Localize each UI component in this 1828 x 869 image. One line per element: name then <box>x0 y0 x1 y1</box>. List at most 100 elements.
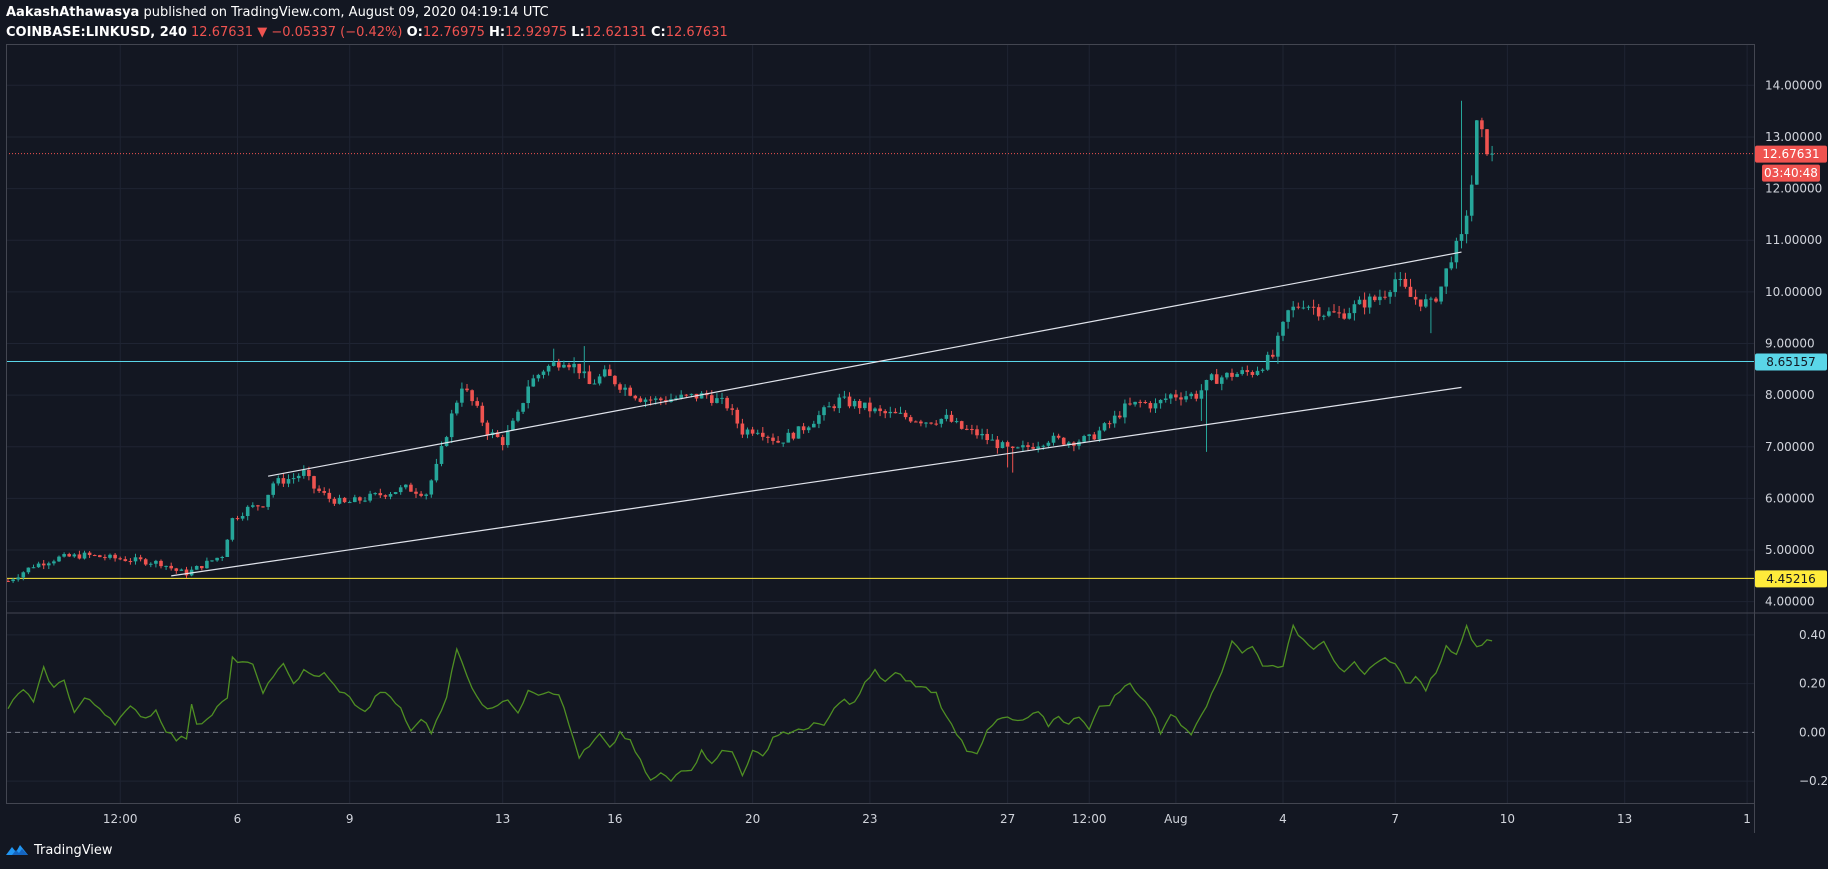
candle <box>1046 440 1051 449</box>
tradingview-logo-icon[interactable] <box>6 843 28 857</box>
candle-body <box>857 400 862 409</box>
candle-body <box>1158 399 1163 404</box>
candle <box>1337 305 1341 319</box>
lower-channel[interactable] <box>171 386 1462 577</box>
upper-channel[interactable] <box>267 251 1462 477</box>
symbol-label[interactable]: COINBASE:LINKUSD, 240 <box>6 25 187 40</box>
candle <box>613 375 617 387</box>
candle <box>898 406 903 414</box>
candle-body <box>179 569 184 571</box>
candle-body <box>582 371 587 374</box>
candle <box>393 491 398 495</box>
candle-body <box>123 559 128 562</box>
candle <box>812 420 816 428</box>
candle-body <box>169 565 173 569</box>
candle-body <box>1490 153 1494 155</box>
candle-body <box>1230 372 1234 377</box>
candle-body <box>87 552 92 556</box>
candle <box>1418 299 1423 312</box>
last-price-tag-label: 12.67631 <box>1762 147 1819 161</box>
candle-body <box>419 493 423 496</box>
candle-body <box>108 554 112 558</box>
candle <box>521 402 525 414</box>
price-axis[interactable]: 14.00000 13.00000 12.00000 11.00000 10.00000… <box>1765 78 1822 608</box>
candle-body <box>812 423 816 428</box>
candle <box>1077 439 1081 450</box>
candle-body <box>21 572 26 578</box>
channel-lines[interactable] <box>171 251 1462 577</box>
candle <box>1010 446 1015 473</box>
candle <box>919 419 923 427</box>
candle <box>67 552 71 558</box>
candle-body <box>638 398 643 402</box>
candle-body <box>786 432 791 443</box>
candle <box>1118 411 1122 420</box>
candle <box>944 409 949 422</box>
candle <box>965 425 969 431</box>
candle-body <box>1225 372 1229 378</box>
author-name[interactable]: AakashAthawasya <box>6 5 140 20</box>
candle-body <box>36 563 41 568</box>
candle-body <box>1271 354 1275 357</box>
candle <box>424 493 428 500</box>
candle <box>317 485 321 493</box>
time-tick-label: 20 <box>745 812 760 826</box>
candle <box>577 363 581 379</box>
candle <box>194 565 199 570</box>
candle-body <box>908 417 913 422</box>
candle <box>623 384 627 396</box>
candle-body <box>1199 390 1204 399</box>
candle <box>108 553 112 560</box>
candle <box>470 389 474 406</box>
candle-body <box>1388 292 1392 297</box>
candle-body <box>373 493 377 495</box>
candle-body <box>1347 313 1352 319</box>
candle <box>720 392 724 405</box>
candle-body <box>653 398 658 400</box>
candle <box>1281 320 1285 342</box>
candle <box>1301 300 1306 310</box>
candle-body <box>1485 129 1489 155</box>
candle-body <box>863 402 867 409</box>
candle <box>1480 117 1484 138</box>
candle-body <box>735 409 740 424</box>
candle-body <box>1194 393 1199 399</box>
candle-body <box>1148 402 1153 409</box>
candle <box>1459 100 1464 249</box>
candle <box>332 497 337 507</box>
candle-body <box>429 480 434 495</box>
candle-body <box>302 470 306 476</box>
candle-body <box>118 558 122 560</box>
candle-body <box>597 376 602 384</box>
osc-tick-label: 0.40 <box>1799 628 1826 642</box>
osc-tick-label: −0.20 <box>1799 774 1828 788</box>
candle <box>954 417 959 424</box>
candle <box>434 458 439 483</box>
candle-body <box>1026 445 1030 448</box>
candle-body <box>220 557 224 559</box>
candle <box>1265 351 1270 371</box>
price-tick-label: 12.00000 <box>1765 182 1822 196</box>
candle-body <box>1214 374 1219 384</box>
candle <box>852 398 857 409</box>
brand-name[interactable]: TradingView <box>34 842 113 858</box>
candle <box>1031 442 1035 450</box>
candle <box>200 565 204 571</box>
candle-body <box>781 442 785 444</box>
oscillator-axis[interactable]: 0.40 0.20 0.00 −0.20 <box>1799 628 1828 788</box>
candle <box>750 426 755 436</box>
candle-body <box>1332 311 1336 313</box>
chart-canvas[interactable]: 14.0000013.0000012.0000011.0000010.00000… <box>0 0 1828 838</box>
candle-body <box>1327 311 1331 316</box>
horizontal-lines[interactable] <box>6 153 1754 579</box>
candle-body <box>817 415 821 424</box>
time-axis[interactable]: 12:00 6 9 13 16 20 23 27 12:00 Aug 4 7 10 13 1 <box>103 812 1751 826</box>
candle <box>791 431 796 441</box>
candle <box>98 554 102 558</box>
candle <box>113 553 117 562</box>
candle <box>873 407 877 414</box>
candle-body <box>1291 306 1295 311</box>
candle-body <box>47 563 51 566</box>
candle-body <box>1449 262 1454 269</box>
candle <box>893 408 898 414</box>
